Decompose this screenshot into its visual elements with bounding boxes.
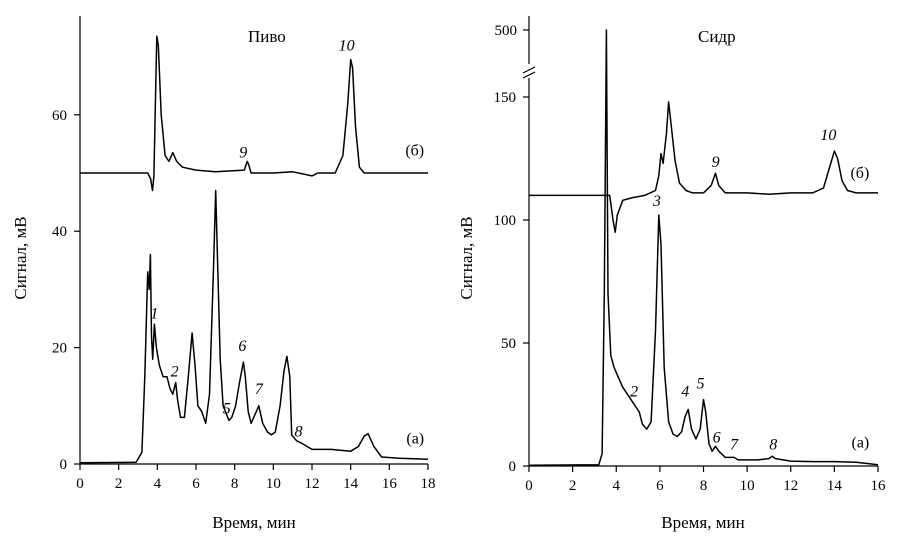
beer-peak-label: 7 (255, 381, 264, 398)
beer-x-tick-label: 2 (115, 476, 123, 492)
beer-peak-label: 6 (238, 338, 246, 355)
cider-peak-label: 3 (652, 193, 661, 210)
beer-peak-label: 5 (223, 400, 231, 417)
beer-x-label: Время, мин (212, 513, 295, 532)
cider-axis-break-mark (522, 71, 536, 79)
cider-y-label: Сигнал, мВ (457, 216, 476, 299)
cider-series-label: (б) (850, 165, 869, 182)
beer-peak-label: 10 (339, 38, 355, 55)
cider-x-tick-label: 14 (827, 478, 843, 494)
cider-x-tick-label: 8 (700, 478, 708, 494)
cider-peak-label: 6 (713, 429, 721, 446)
beer-x-tick-label: 8 (231, 476, 239, 492)
cider-x-tick-label: 6 (656, 478, 664, 494)
beer-title: Пиво (248, 27, 286, 46)
beer-x-tick-label: 14 (343, 476, 359, 492)
cider-title: Сидр (698, 27, 736, 46)
beer-x-tick-label: 18 (421, 476, 436, 492)
beer-x-tick-label: 6 (192, 476, 200, 492)
beer-trace-a (79, 189, 429, 464)
beer-y-tick-label: 40 (52, 224, 67, 240)
cider-x-tick-label: 10 (740, 478, 755, 494)
beer-x-tick-label: 10 (266, 476, 281, 492)
cider-y-tick-label: 0 (509, 459, 517, 475)
cider-x-tick-label: 4 (613, 478, 621, 494)
cider-peak-label: 4 (681, 384, 689, 401)
cider-y-tick-label: 50 (501, 336, 516, 352)
beer-x-tick-label: 0 (76, 476, 84, 492)
beer-panel: Пиво Время, мин Сигнал, мВ 0 2 4 6 8 10 12 14 16… (11, 16, 436, 532)
cider-series-label: (а) (852, 435, 870, 452)
beer-y-tick-label: 60 (52, 108, 67, 124)
beer-trace-b (80, 35, 428, 192)
cider-peak-label: 2 (630, 384, 638, 401)
beer-x-tick-label: 16 (382, 476, 398, 492)
cider-x-tick-label: 16 (871, 478, 887, 494)
cider-peak-label: 7 (730, 437, 739, 454)
cider-y-tick-label: 100 (494, 213, 517, 229)
cider-axis-break-mark (522, 66, 536, 74)
beer-x-tick-label: 12 (305, 476, 320, 492)
beer-y-tick-label: 0 (60, 457, 68, 473)
cider-x-tick-label: 12 (783, 478, 798, 494)
beer-series-label: (б) (405, 143, 424, 160)
cider-y-tick-label: 150 (494, 90, 517, 106)
beer-y-tick-label: 20 (52, 341, 67, 357)
cider-peak-label: 10 (820, 127, 836, 144)
beer-peak-label: 9 (239, 144, 247, 161)
beer-y-label: Сигнал, мВ (11, 216, 30, 299)
cider-peak-label: 9 (712, 154, 720, 171)
cider-x-tick-label: 2 (569, 478, 577, 494)
beer-peak-label: 2 (171, 364, 179, 381)
cider-peak-label: 8 (769, 437, 777, 454)
beer-series-label: (а) (406, 431, 424, 448)
cider-trace-b (529, 101, 878, 234)
beer-x-tick-label: 4 (154, 476, 162, 492)
cider-x-label: Время, мин (661, 513, 744, 532)
cider-x-tick-label: 0 (525, 478, 533, 494)
beer-peak-label: 1 (150, 305, 158, 322)
cider-panel: 500 Сидр Время, мин Сигнал, мВ 0 2 4 6 8 10 12… (457, 16, 886, 532)
cider-trace-a (528, 29, 879, 467)
cider-y-tick-label-500: 500 (495, 23, 518, 39)
cider-peak-label: 5 (697, 376, 705, 393)
beer-peak-label: 8 (294, 424, 302, 441)
